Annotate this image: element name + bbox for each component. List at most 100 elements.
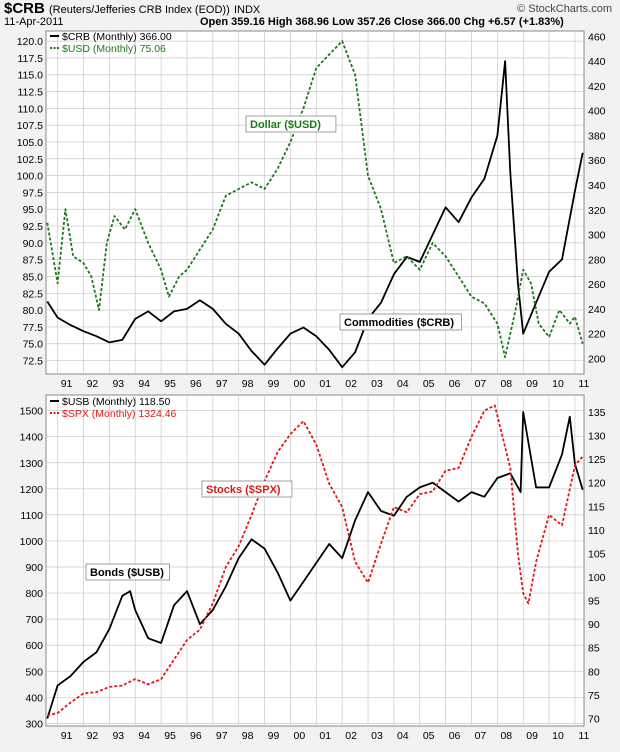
left-axis-tick-label: 112.5 — [18, 87, 44, 99]
right-axis-tick-label: 115 — [588, 501, 605, 513]
x-axis-tick-label: 95 — [164, 378, 176, 390]
x-axis-tick-label: 06 — [449, 730, 461, 742]
left-axis-tick-label: 700 — [25, 614, 43, 626]
right-axis-tick-label: 105 — [588, 548, 606, 560]
right-axis-tick-label: 75 — [588, 690, 600, 702]
left-axis-tick-label: 90.0 — [23, 238, 44, 250]
right-axis-tick-label: 260 — [588, 279, 606, 291]
series-line-1 — [46, 40, 584, 359]
left-axis-tick-label: 97.5 — [23, 187, 44, 199]
x-axis-tick-label: 01 — [319, 730, 331, 742]
left-axis-tick-label: 115.0 — [18, 70, 44, 82]
legend-label: $USD (Monthly) 75.06 — [62, 43, 166, 55]
x-axis-tick-label: 10 — [552, 730, 564, 742]
chart-ohlc: Open 359.16 High 368.96 Low 357.26 Close… — [200, 16, 564, 28]
x-axis-tick-label: 05 — [423, 378, 435, 390]
x-axis-tick-label: 99 — [268, 378, 280, 390]
left-axis-tick-label: 900 — [25, 562, 43, 574]
commodities-dollar-panel: 72.5 75.0 77.5 80.0 82.5 85.0 87.5 90.0 92.5 95.0… — [17, 30, 606, 390]
right-axis-tick-label: 320 — [588, 205, 606, 217]
left-axis-tick-label: 1400 — [20, 432, 44, 444]
x-axis-tick-label: 95 — [164, 730, 176, 742]
annotation-box — [339, 313, 462, 331]
right-axis-tick-label: 125 — [588, 454, 606, 466]
legend-label: $SPX (Monthly) 1324.46 — [62, 408, 177, 420]
right-axis-tick-label: 240 — [588, 304, 606, 316]
annotation-box — [245, 115, 337, 133]
left-axis-tick-label: 72.5 — [23, 356, 44, 368]
right-axis-tick-label: 200 — [588, 354, 606, 366]
right-axis-tick-label: 400 — [588, 106, 606, 118]
plot-area — [45, 394, 585, 727]
left-axis-tick-label: 300 — [25, 718, 43, 730]
x-axis-tick-label: 04 — [397, 378, 409, 390]
x-axis-tick-label: 06 — [449, 378, 461, 390]
right-axis-tick-label: 80 — [588, 666, 600, 678]
x-axis-tick-label: 10 — [552, 378, 564, 390]
left-axis-tick-label: 87.5 — [23, 255, 44, 267]
left-axis-tick-label: 1100 — [20, 510, 43, 522]
left-axis-tick-label: 1500 — [20, 406, 44, 418]
annotation-label: Bonds ($USB) — [90, 567, 164, 579]
right-axis-tick-label: 135 — [588, 407, 606, 419]
annotation-label: Stocks ($SPX) — [206, 484, 281, 496]
x-axis-tick-label: 01 — [319, 378, 331, 390]
chart-symbol: $CRB — [4, 0, 45, 17]
credit-label: © StockCharts.com — [517, 3, 612, 15]
right-axis-tick-label: 340 — [588, 180, 606, 192]
left-axis-tick-label: 82.5 — [23, 288, 44, 300]
right-axis-tick-label: 95 — [588, 596, 600, 608]
x-axis-tick-label: 07 — [475, 378, 487, 390]
right-axis-tick-label: 280 — [588, 254, 606, 266]
left-axis-tick-label: 85.0 — [23, 271, 44, 283]
x-axis-tick-label: 07 — [475, 730, 487, 742]
left-axis-tick-label: 800 — [25, 588, 43, 600]
left-axis-tick-label: 120.0 — [17, 36, 43, 48]
x-axis-tick-label: 02 — [345, 730, 357, 742]
right-axis-tick-label: 90 — [588, 619, 600, 631]
x-axis-tick-label: 92 — [87, 730, 99, 742]
x-axis-tick-label: 91 — [61, 730, 73, 742]
x-axis-tick-label: 94 — [138, 378, 150, 390]
x-axis-tick-label: 09 — [526, 730, 538, 742]
x-axis-tick-label: 91 — [61, 378, 73, 390]
x-axis-tick-label: 93 — [112, 378, 124, 390]
x-axis-tick-label: 04 — [397, 730, 409, 742]
right-axis-tick-label: 360 — [588, 155, 606, 167]
x-axis-tick-label: 11 — [578, 730, 589, 742]
x-axis-tick-label: 08 — [500, 730, 512, 742]
right-axis-tick-label: 85 — [588, 643, 600, 655]
x-axis-tick-label: 96 — [190, 378, 202, 390]
left-axis-tick-label: 92.5 — [23, 221, 44, 233]
x-axis-tick-label: 92 — [87, 378, 99, 390]
left-axis-tick-label: 1000 — [20, 536, 44, 548]
x-axis-tick-label: 97 — [216, 378, 228, 390]
left-axis-tick-label: 107.5 — [17, 120, 43, 132]
x-axis-tick-label: 97 — [216, 730, 228, 742]
annotation-label: Commodities ($CRB) — [344, 317, 454, 329]
x-axis-tick-label: 08 — [500, 378, 512, 390]
left-axis-tick-label: 80.0 — [23, 305, 44, 317]
right-axis-tick-label: 440 — [588, 56, 606, 68]
x-axis-tick-label: 98 — [242, 730, 254, 742]
chart-title: $CRB (Reuters/Jefferies CRB Index (EOD))… — [4, 0, 260, 17]
left-axis-tick-label: 500 — [25, 666, 43, 678]
right-axis-tick-label: 220 — [588, 329, 606, 341]
right-axis-tick-label: 460 — [588, 31, 606, 43]
right-axis-tick-label: 130 — [588, 431, 606, 443]
left-axis-tick-label: 1200 — [20, 484, 44, 496]
right-axis-tick-label: 110 — [588, 525, 605, 537]
left-axis-tick-label: 110.0 — [18, 103, 44, 115]
left-axis-tick-label: 105.0 — [17, 137, 43, 149]
x-axis-tick-label: 11 — [578, 378, 589, 390]
chart-exchange: INDX — [233, 4, 261, 16]
left-axis-tick-label: 95.0 — [23, 204, 44, 216]
right-axis-tick-label: 70 — [588, 713, 600, 725]
left-axis-tick-label: 75.0 — [23, 339, 44, 351]
x-axis-tick-label: 03 — [371, 730, 383, 742]
series-line-0 — [46, 411, 584, 719]
right-axis-tick-label: 300 — [588, 230, 606, 242]
annotation-label: Dollar ($USD) — [250, 119, 321, 131]
series-line-0 — [46, 60, 584, 369]
